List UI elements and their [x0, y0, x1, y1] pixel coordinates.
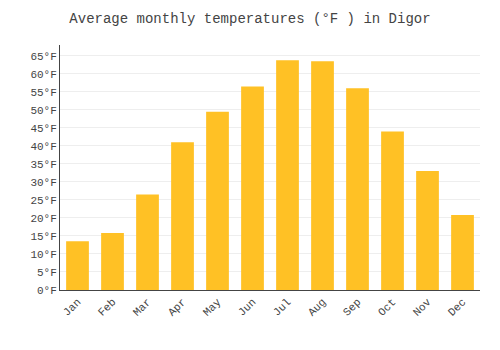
- svg-text:Mar: Mar: [131, 296, 153, 318]
- svg-text:45°F: 45°F: [30, 123, 56, 135]
- svg-text:55°F: 55°F: [30, 87, 56, 99]
- svg-text:30°F: 30°F: [30, 177, 56, 189]
- svg-text:25°F: 25°F: [30, 195, 56, 207]
- svg-text:5°F: 5°F: [37, 267, 57, 279]
- svg-text:Feb: Feb: [96, 296, 118, 318]
- svg-text:Aug: Aug: [306, 296, 328, 318]
- svg-text:Nov: Nov: [411, 296, 434, 319]
- svg-text:Jan: Jan: [61, 296, 83, 318]
- svg-text:Sep: Sep: [341, 296, 363, 318]
- svg-text:40°F: 40°F: [30, 141, 56, 153]
- svg-text:0°F: 0°F: [37, 285, 57, 297]
- svg-text:35°F: 35°F: [30, 159, 56, 171]
- svg-text:20°F: 20°F: [30, 213, 56, 225]
- svg-text:50°F: 50°F: [30, 105, 56, 117]
- svg-text:Average monthly temperatures (: Average monthly temperatures (°F ) in Di…: [69, 11, 430, 27]
- svg-text:15°F: 15°F: [30, 231, 56, 243]
- svg-text:Dec: Dec: [446, 296, 468, 318]
- svg-text:Jul: Jul: [271, 296, 293, 318]
- svg-text:Apr: Apr: [166, 296, 188, 318]
- svg-text:60°F: 60°F: [30, 69, 56, 81]
- svg-text:May: May: [201, 296, 224, 319]
- svg-text:Jun: Jun: [236, 296, 258, 318]
- svg-text:Oct: Oct: [376, 296, 398, 318]
- svg-text:10°F: 10°F: [30, 249, 56, 261]
- svg-text:65°F: 65°F: [30, 51, 56, 63]
